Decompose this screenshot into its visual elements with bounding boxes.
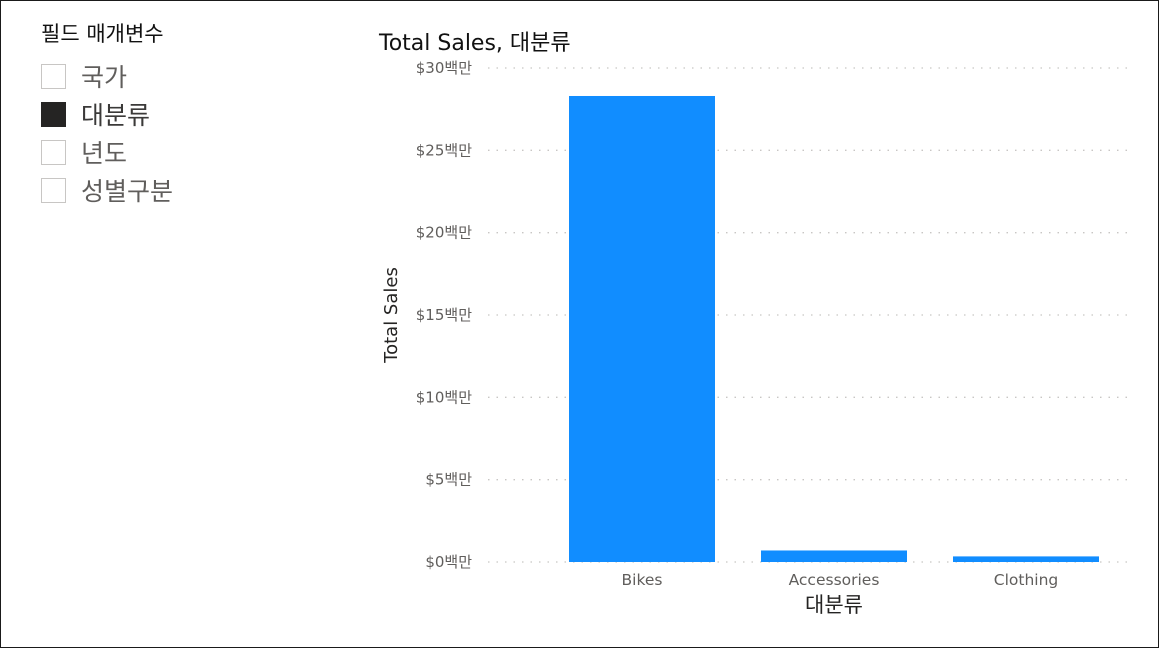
x-axis-title: 대분류 xyxy=(805,593,863,617)
y-axis-title: Total Sales xyxy=(381,267,402,364)
x-axis-ticks: Bikes Accessories Clothing xyxy=(622,571,1059,589)
slicer-title: 필드 매개변수 xyxy=(41,22,164,46)
x-tick-label: Clothing xyxy=(994,571,1058,589)
slicer-item-label: 대분류 xyxy=(81,101,151,130)
y-tick-label: $20백만 xyxy=(416,224,472,242)
chart-title: Total Sales, 대분류 xyxy=(379,31,571,56)
slicer-item-label: 국가 xyxy=(81,63,128,92)
y-tick-label: $10백만 xyxy=(416,388,472,406)
checkbox-year[interactable] xyxy=(41,139,66,165)
slicer-item-label: 성별구분 xyxy=(81,177,174,206)
slicer-item-gender[interactable]: 성별구분 xyxy=(41,171,301,209)
slicer-item-label: 년도 xyxy=(81,139,128,168)
bar-clothing[interactable] xyxy=(953,556,1099,562)
checkbox-category[interactable] xyxy=(41,101,66,127)
y-tick-label: $0백만 xyxy=(425,553,472,571)
y-tick-label: $5백만 xyxy=(425,471,472,489)
x-tick-label: Accessories xyxy=(789,571,880,589)
y-tick-label: $30백만 xyxy=(416,59,472,77)
checkbox-country[interactable] xyxy=(41,63,66,89)
x-tick-label: Bikes xyxy=(622,571,663,589)
slicer-item-country[interactable]: 국가 xyxy=(41,57,301,95)
bar-accessories[interactable] xyxy=(761,550,907,562)
y-tick-label: $15백만 xyxy=(416,306,472,324)
slicer-item-year[interactable]: 년도 xyxy=(41,133,301,171)
field-parameter-slicer: 필드 매개변수 국가 대분류 년도 성별구분 xyxy=(41,19,301,209)
y-tick-label: $25백만 xyxy=(416,141,472,159)
bar-bikes[interactable] xyxy=(569,95,715,562)
slicer-item-category[interactable]: 대분류 xyxy=(41,95,301,133)
bars xyxy=(569,95,1099,562)
y-axis-ticks: $0백만 $5백만 $10백만 $15백만 $20백만 $25백만 $30백만 xyxy=(416,59,472,571)
checkbox-gender[interactable] xyxy=(41,177,66,203)
